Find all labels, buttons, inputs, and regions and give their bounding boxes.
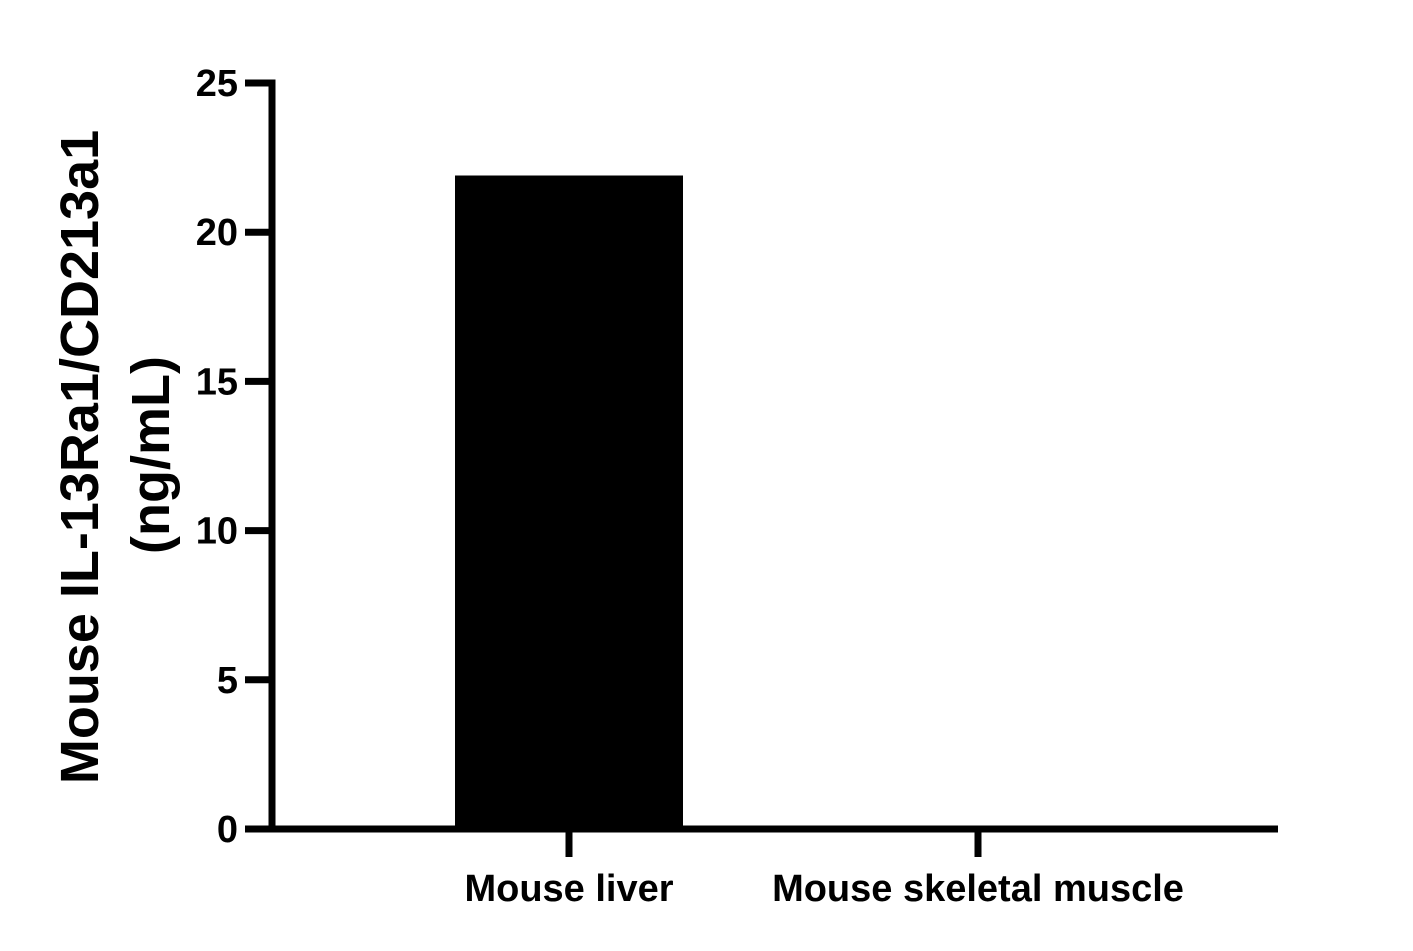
y-axis-label-line-1: Mouse IL-13Ra1/CD213a1 (50, 130, 110, 784)
y-tick-label: 15 (196, 361, 238, 403)
y-tick-label: 20 (196, 212, 238, 254)
y-ticks-group: 0 5 10 15 20 25 (196, 63, 272, 851)
y-tick-label: 0 (217, 809, 238, 851)
x-ticks-group: Mouse liver Mouse skeletal muscle (464, 829, 1184, 910)
y-axis-label-line-2: (ng/mL) (121, 356, 181, 554)
y-tick-label: 5 (217, 660, 238, 702)
bars-group (455, 175, 683, 829)
y-tick-label: 25 (196, 63, 238, 105)
y-tick-label: 10 (196, 511, 238, 553)
x-category-label: Mouse liver (464, 868, 673, 910)
bar-mouse-liver (455, 175, 683, 829)
x-category-label: Mouse skeletal muscle (772, 868, 1184, 910)
